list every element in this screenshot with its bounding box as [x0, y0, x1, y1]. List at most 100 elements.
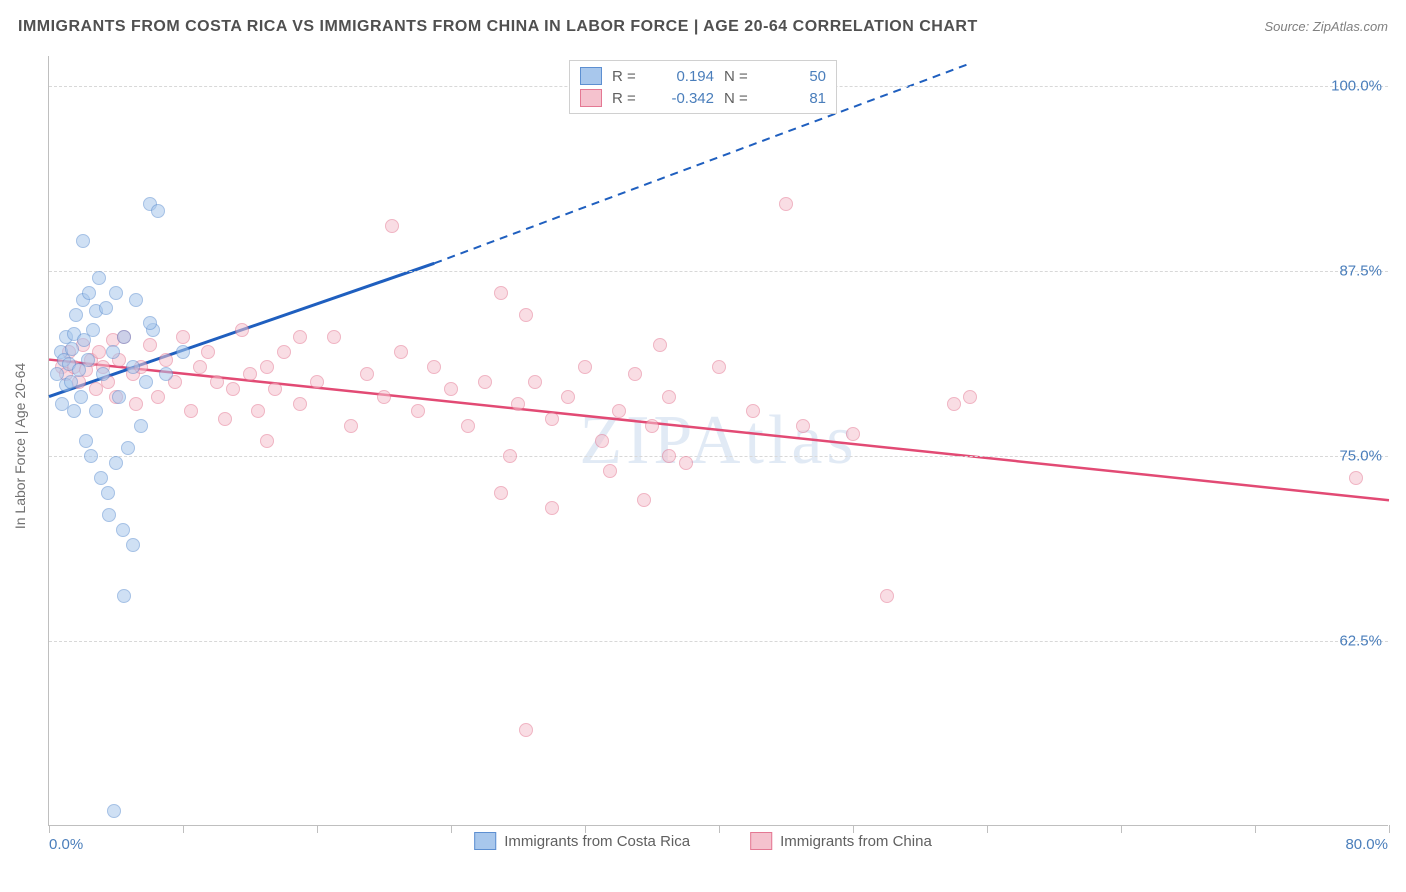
r-value-costa-rica: 0.194	[654, 68, 714, 85]
data-point	[117, 589, 131, 603]
data-point	[628, 367, 642, 381]
data-point	[545, 412, 559, 426]
data-point	[129, 397, 143, 411]
data-point	[143, 316, 157, 330]
data-point	[444, 382, 458, 396]
data-point	[184, 404, 198, 418]
data-point	[89, 404, 103, 418]
x-tick	[451, 825, 452, 833]
data-point	[76, 234, 90, 248]
data-point	[293, 330, 307, 344]
data-point	[79, 434, 93, 448]
data-point	[81, 353, 95, 367]
data-point	[880, 589, 894, 603]
legend-label-china: Immigrants from China	[780, 833, 932, 850]
data-point	[176, 345, 190, 359]
data-point	[637, 493, 651, 507]
data-point	[519, 308, 533, 322]
data-point	[107, 804, 121, 818]
data-point	[595, 434, 609, 448]
data-point	[84, 449, 98, 463]
data-point	[109, 286, 123, 300]
n-value-costa-rica: 50	[766, 68, 826, 85]
swatch-costa-rica	[580, 67, 602, 85]
data-point	[210, 375, 224, 389]
x-tick	[317, 825, 318, 833]
r-label: R =	[612, 68, 644, 85]
x-tick	[987, 825, 988, 833]
data-point	[293, 397, 307, 411]
data-point	[176, 330, 190, 344]
chart-title: IMMIGRANTS FROM COSTA RICA VS IMMIGRANTS…	[18, 18, 978, 36]
gridline	[49, 456, 1388, 457]
trend-lines	[49, 56, 1388, 825]
x-axis-max-label: 80.0%	[1345, 836, 1388, 853]
x-tick	[49, 825, 50, 833]
data-point	[74, 390, 88, 404]
data-point	[260, 360, 274, 374]
y-tick-label: 62.5%	[1339, 632, 1382, 649]
data-point	[427, 360, 441, 374]
data-point	[218, 412, 232, 426]
data-point	[235, 323, 249, 337]
data-point	[101, 486, 115, 500]
n-value-china: 81	[766, 90, 826, 107]
data-point	[1349, 471, 1363, 485]
data-point	[653, 338, 667, 352]
data-point	[779, 197, 793, 211]
source-label: Source: ZipAtlas.com	[1264, 19, 1388, 34]
data-point	[679, 456, 693, 470]
data-point	[251, 404, 265, 418]
data-point	[243, 367, 257, 381]
y-tick-label: 100.0%	[1331, 77, 1382, 94]
data-point	[116, 523, 130, 537]
data-point	[102, 508, 116, 522]
data-point	[360, 367, 374, 381]
data-point	[117, 330, 131, 344]
data-point	[494, 286, 508, 300]
data-point	[578, 360, 592, 374]
data-point	[109, 456, 123, 470]
data-point	[64, 375, 78, 389]
data-point	[129, 293, 143, 307]
data-point	[193, 360, 207, 374]
data-point	[645, 419, 659, 433]
y-tick-label: 87.5%	[1339, 262, 1382, 279]
legend-label-costa-rica: Immigrants from Costa Rica	[504, 833, 690, 850]
data-point	[106, 345, 120, 359]
gridline	[49, 641, 1388, 642]
data-point	[159, 353, 173, 367]
data-point	[143, 338, 157, 352]
legend-item-costa-rica: Immigrants from Costa Rica	[474, 832, 690, 850]
data-point	[612, 404, 626, 418]
data-point	[92, 271, 106, 285]
swatch-china	[750, 832, 772, 850]
legend-item-china: Immigrants from China	[750, 832, 932, 850]
x-tick	[183, 825, 184, 833]
swatch-costa-rica	[474, 832, 496, 850]
data-point	[86, 323, 100, 337]
data-point	[394, 345, 408, 359]
r-label: R =	[612, 90, 644, 107]
data-point	[201, 345, 215, 359]
swatch-china	[580, 89, 602, 107]
data-point	[151, 204, 165, 218]
data-point	[377, 390, 391, 404]
data-point	[528, 375, 542, 389]
x-tick	[1121, 825, 1122, 833]
data-point	[310, 375, 324, 389]
data-point	[545, 501, 559, 515]
data-point	[151, 390, 165, 404]
r-value-china: -0.342	[654, 90, 714, 107]
x-tick	[1389, 825, 1390, 833]
data-point	[478, 375, 492, 389]
data-point	[126, 360, 140, 374]
legend-row-china: R = -0.342 N = 81	[580, 87, 826, 109]
data-point	[327, 330, 341, 344]
data-point	[277, 345, 291, 359]
data-point	[67, 404, 81, 418]
data-point	[662, 449, 676, 463]
data-point	[746, 404, 760, 418]
n-label: N =	[724, 68, 756, 85]
data-point	[226, 382, 240, 396]
